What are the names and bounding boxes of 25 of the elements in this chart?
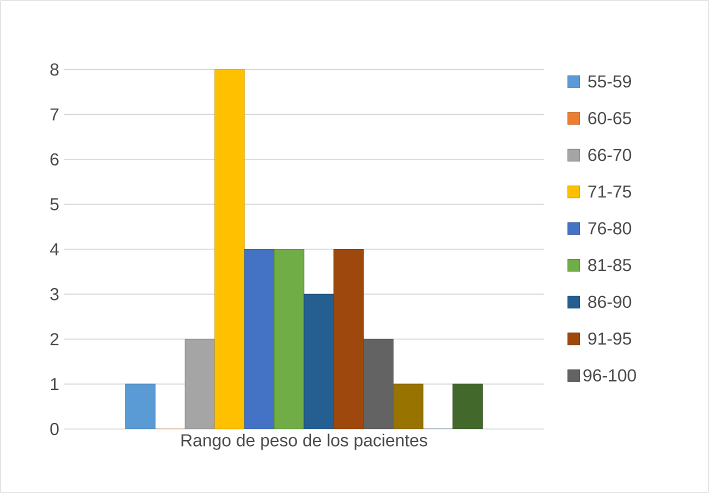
bar [333, 248, 364, 429]
y-tick-label: 8 [50, 63, 59, 76]
legend-label: 96-100 [583, 369, 636, 382]
y-tick-label: 4 [50, 243, 59, 256]
bar [274, 248, 304, 429]
legend-label: 60-65 [588, 112, 632, 124]
y-tick-label: 6 [50, 153, 59, 166]
bar [184, 338, 215, 429]
legend-label: 86-90 [588, 296, 632, 308]
legend-label: 76-80 [588, 222, 632, 234]
y-tick-label: 7 [50, 108, 58, 120]
legend-label: 55-59 [588, 75, 631, 88]
legend-label: 71-75 [588, 186, 632, 198]
legend-label: 66-70 [588, 148, 632, 162]
legend-label: 81-85 [588, 258, 632, 272]
y-tick-label: 0 [50, 422, 59, 436]
bar [393, 384, 424, 429]
y-tick-label: 2 [50, 333, 58, 346]
bar [452, 384, 483, 429]
x-tick-label: Rango de peso de los pacientes [182, 434, 428, 450]
y-tick-label: 1 [50, 378, 58, 390]
legend-label: 91-95 [588, 332, 632, 345]
y-tick-label: 5 [50, 198, 59, 210]
y-tick-label: 3 [50, 288, 59, 300]
bar [214, 69, 245, 429]
